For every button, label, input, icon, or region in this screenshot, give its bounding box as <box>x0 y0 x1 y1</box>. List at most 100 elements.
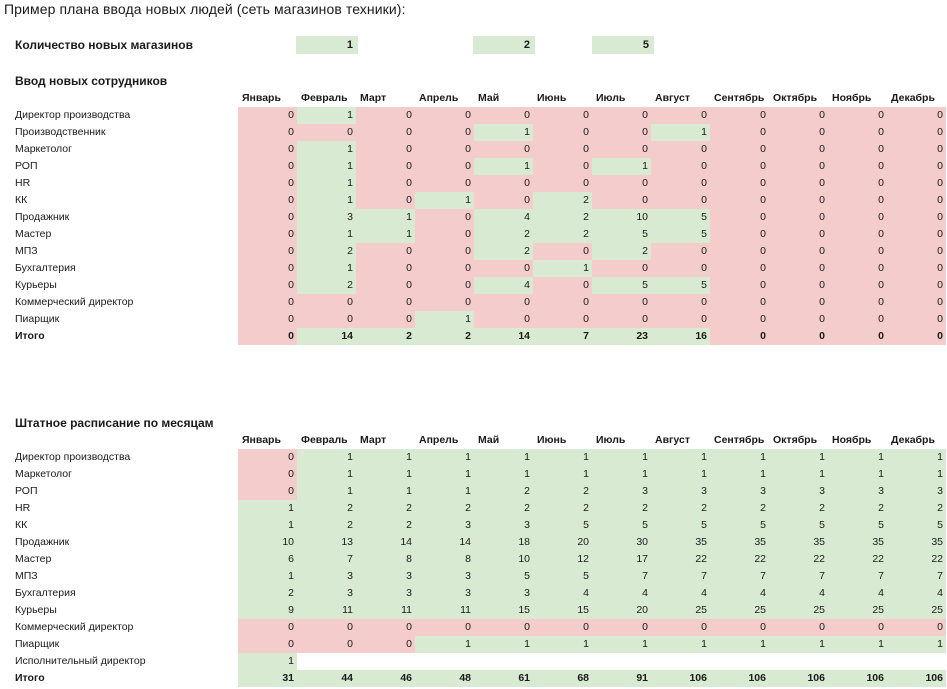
table-cell[interactable]: 1 <box>415 483 474 500</box>
table-cell[interactable]: 0 <box>769 175 828 192</box>
table-cell[interactable]: 2 <box>474 243 533 260</box>
table-cell[interactable]: 4 <box>710 585 769 602</box>
table-cell[interactable]: 5 <box>533 517 592 534</box>
table-cell[interactable]: 1 <box>474 636 533 653</box>
table-cell[interactable]: 5 <box>710 517 769 534</box>
table-cell[interactable]: 2 <box>415 500 474 517</box>
table-cell[interactable]: 0 <box>710 243 769 260</box>
table-cell[interactable]: 1 <box>297 466 356 483</box>
table-cell[interactable]: 10 <box>238 534 297 551</box>
table-cell[interactable]: 0 <box>533 277 592 294</box>
table-cell[interactable]: 0 <box>474 619 533 636</box>
total-cell[interactable]: 31 <box>238 670 297 687</box>
table-cell[interactable]: 35 <box>828 534 887 551</box>
table-cell[interactable]: 0 <box>887 107 946 124</box>
table-cell[interactable]: 0 <box>474 192 533 209</box>
table-cell[interactable]: 0 <box>415 141 474 158</box>
table-cell[interactable]: 1 <box>238 500 297 517</box>
table-cell[interactable]: 0 <box>828 192 887 209</box>
total-cell[interactable]: 23 <box>592 328 651 345</box>
table-cell[interactable]: 1 <box>592 466 651 483</box>
table-cell[interactable]: 7 <box>828 568 887 585</box>
table-cell[interactable]: 0 <box>651 107 710 124</box>
table-cell[interactable]: 0 <box>297 124 356 141</box>
table-cell[interactable]: 0 <box>710 260 769 277</box>
table-cell[interactable]: 20 <box>592 602 651 619</box>
table-cell[interactable]: 0 <box>238 209 297 226</box>
stores-value-2[interactable]: 2 <box>473 36 535 54</box>
table-cell[interactable]: 0 <box>238 466 297 483</box>
total-cell[interactable]: 14 <box>297 328 356 345</box>
table-cell[interactable]: 4 <box>533 585 592 602</box>
table-cell[interactable]: 1 <box>710 636 769 653</box>
table-cell[interactable]: 1 <box>474 124 533 141</box>
table-cell[interactable]: 1 <box>415 466 474 483</box>
table-cell[interactable]: 0 <box>769 192 828 209</box>
table-cell[interactable]: 0 <box>828 260 887 277</box>
total-cell[interactable]: 106 <box>828 670 887 687</box>
table-cell[interactable]: 18 <box>474 534 533 551</box>
table-cell[interactable]: 0 <box>238 192 297 209</box>
table-cell[interactable]: 0 <box>356 636 415 653</box>
table-cell[interactable]: 0 <box>533 243 592 260</box>
table-cell[interactable]: 2 <box>651 500 710 517</box>
table-cell[interactable]: 5 <box>592 226 651 243</box>
table-cell[interactable]: 1 <box>769 636 828 653</box>
table-cell[interactable]: 2 <box>297 277 356 294</box>
table-cell[interactable]: 0 <box>533 141 592 158</box>
table-cell[interactable]: 1 <box>828 449 887 466</box>
table-cell[interactable]: 4 <box>474 277 533 294</box>
table-cell[interactable]: 0 <box>828 294 887 311</box>
table-cell[interactable]: 5 <box>887 517 946 534</box>
table-cell[interactable]: 0 <box>415 175 474 192</box>
table-cell[interactable]: 2 <box>710 500 769 517</box>
table-cell[interactable]: 1 <box>592 158 651 175</box>
total-cell[interactable]: 0 <box>769 328 828 345</box>
table-cell[interactable]: 0 <box>651 192 710 209</box>
table-cell[interactable]: 0 <box>356 619 415 636</box>
table-cell[interactable]: 1 <box>238 653 297 670</box>
table-cell[interactable]: 3 <box>474 585 533 602</box>
total-cell[interactable]: 44 <box>297 670 356 687</box>
table-cell[interactable]: 1 <box>356 449 415 466</box>
table-cell[interactable]: 0 <box>828 175 887 192</box>
table-cell[interactable]: 1 <box>887 449 946 466</box>
table-cell[interactable]: 3 <box>828 483 887 500</box>
table-cell[interactable]: 22 <box>769 551 828 568</box>
table-cell[interactable]: 20 <box>533 534 592 551</box>
table-cell[interactable]: 0 <box>415 107 474 124</box>
table-cell[interactable]: 0 <box>769 141 828 158</box>
table-cell[interactable]: 2 <box>533 192 592 209</box>
table-cell[interactable]: 22 <box>887 551 946 568</box>
table-cell[interactable]: 2 <box>238 585 297 602</box>
total-cell[interactable]: 106 <box>710 670 769 687</box>
table-cell[interactable]: 30 <box>592 534 651 551</box>
table-cell[interactable]: 0 <box>651 158 710 175</box>
table-cell[interactable]: 5 <box>651 517 710 534</box>
table-cell[interactable]: 2 <box>592 500 651 517</box>
table-cell[interactable]: 2 <box>533 209 592 226</box>
table-cell[interactable]: 2 <box>356 517 415 534</box>
table-cell[interactable]: 4 <box>592 585 651 602</box>
table-cell[interactable]: 0 <box>710 226 769 243</box>
table-cell[interactable]: 0 <box>769 311 828 328</box>
table-cell[interactable]: 0 <box>828 243 887 260</box>
table-cell[interactable]: 3 <box>415 585 474 602</box>
table-cell[interactable]: 25 <box>769 602 828 619</box>
table-cell[interactable]: 14 <box>415 534 474 551</box>
table-cell[interactable]: 3 <box>415 517 474 534</box>
table-cell[interactable]: 2 <box>533 483 592 500</box>
table-cell[interactable]: 0 <box>769 277 828 294</box>
table-cell[interactable]: 1 <box>828 466 887 483</box>
table-cell[interactable]: 0 <box>828 226 887 243</box>
table-cell[interactable]: 0 <box>887 243 946 260</box>
table-cell[interactable]: 0 <box>887 277 946 294</box>
table-cell[interactable]: 0 <box>238 277 297 294</box>
total-cell[interactable]: 106 <box>651 670 710 687</box>
table-cell[interactable]: 0 <box>474 141 533 158</box>
table-cell[interactable]: 0 <box>710 175 769 192</box>
table-cell[interactable]: 1 <box>533 260 592 277</box>
table-cell[interactable]: 0 <box>651 141 710 158</box>
table-cell[interactable]: 0 <box>297 294 356 311</box>
table-cell[interactable]: 0 <box>592 107 651 124</box>
